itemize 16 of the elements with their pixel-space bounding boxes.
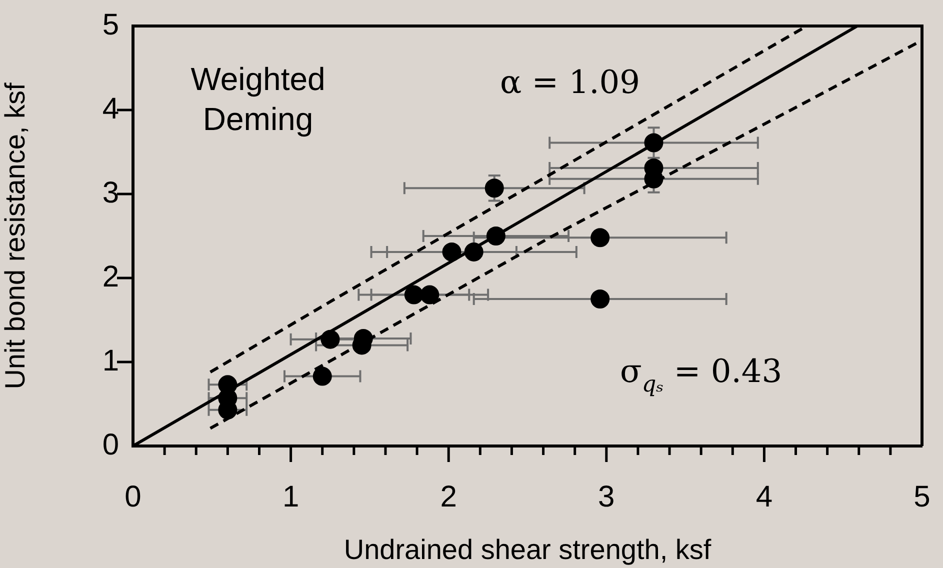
y-tick-label: 5 [102, 8, 119, 42]
y-tick-label: 1 [102, 344, 119, 378]
x-tick-label: 2 [440, 480, 457, 514]
x-tick-label: 4 [756, 480, 773, 514]
x-axis-title: Undrained shear strength, ksf [344, 534, 712, 565]
x-tick-label: 1 [282, 480, 300, 514]
y-tick-label: 3 [102, 176, 119, 210]
x-tick-label: 0 [124, 480, 142, 514]
x-tick-label: 5 [914, 480, 930, 514]
x-tick-label: 3 [598, 480, 615, 514]
y-axis-title: Unit bond resistance, ksf [0, 82, 31, 390]
annotation: Weighted Deming [190, 61, 326, 137]
y-tick-label: 4 [102, 92, 119, 126]
annotation: α = 1.09 [500, 63, 640, 101]
y-tick-label: 0 [102, 428, 119, 462]
y-tick-label: 2 [102, 260, 119, 294]
